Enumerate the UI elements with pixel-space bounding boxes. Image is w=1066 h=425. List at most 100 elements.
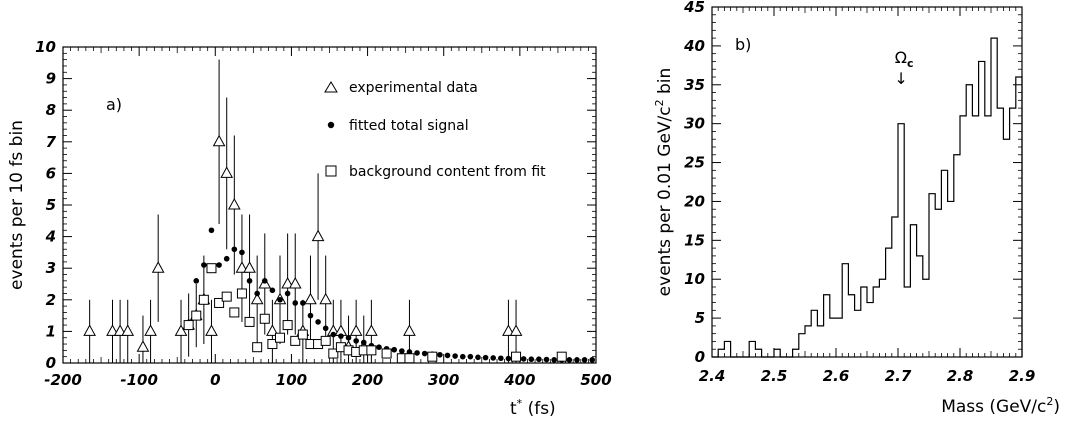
panel-a-ticks — [62, 46, 597, 364]
data-point-triangle — [349, 324, 363, 336]
y-tick-label: 5 — [46, 196, 56, 214]
data-point-dot — [536, 356, 542, 363]
data-point-square — [297, 329, 308, 340]
y-tick-label: 35 — [684, 76, 705, 94]
panel-a-x-axis-label: t* (fs) — [510, 397, 556, 419]
data-point-triangle — [106, 324, 119, 336]
omega-c-annotation: Ωc ↓ — [894, 48, 913, 88]
data-point-dot — [254, 290, 260, 297]
data-point-dot — [498, 355, 504, 362]
y-tick-label: 40 — [683, 37, 705, 55]
data-point-square — [214, 297, 225, 308]
panel-a-tick-labels: -200 -100 0 100 200 300 400 500 0 1 2 3 4 5 6 7 8 9 10 — [35, 38, 612, 389]
data-point-dot — [520, 356, 527, 362]
y-tick-label: 30 — [684, 115, 705, 133]
data-point-dot — [307, 312, 314, 319]
data-point-triangle — [365, 324, 378, 336]
data-point-dot — [201, 262, 207, 268]
data-point-dot — [391, 346, 398, 353]
data-point-triangle — [403, 324, 416, 336]
data-point-dot — [574, 357, 580, 363]
data-point-square — [282, 320, 293, 331]
panel-b-ticks — [711, 6, 1023, 358]
data-point-dot — [353, 338, 359, 344]
data-point-triangle — [227, 197, 241, 210]
data-point-triangle — [205, 324, 218, 336]
data-point-dot — [467, 353, 474, 360]
x-axis-label-sup: * — [517, 397, 523, 410]
data-point-dot — [261, 278, 268, 284]
data-point-square — [381, 348, 392, 359]
data-point-square — [221, 291, 232, 302]
data-point-dot — [269, 287, 276, 294]
x-tick-label: 400 — [503, 371, 535, 389]
y-tick-label: 1 — [46, 322, 56, 340]
data-point-dot — [490, 355, 497, 361]
data-point-square — [229, 307, 240, 318]
data-point-triangle — [136, 340, 150, 352]
x-tick-label: 200 — [352, 371, 383, 389]
y-axis-label-tail: bin — [655, 68, 675, 100]
data-point-dot — [322, 325, 329, 332]
data-point-square — [328, 348, 339, 359]
data-point-triangle — [304, 292, 317, 305]
data-point-square — [244, 316, 255, 327]
data-point-dot — [444, 352, 451, 359]
panel-b-y-axis-label: events per 0.01 GeV/c2 bin — [653, 68, 675, 297]
data-point-square — [511, 351, 522, 362]
x-tick-label: 100 — [276, 371, 307, 389]
data-point-triangle — [243, 261, 256, 273]
panel-b-tick-labels: 2.4 2.5 2.6 2.7 2.8 2.9 0 5 10 15 20 25 30 35 40 45 — [683, 0, 1035, 385]
data-point-dot — [566, 357, 573, 363]
data-point-dot — [338, 333, 344, 339]
data-point-dot — [315, 319, 321, 325]
panel-a-markers — [83, 134, 595, 364]
y-tick-label: 8 — [46, 101, 56, 119]
x-axis-label-sup-b: 2 — [1046, 395, 1053, 408]
data-point-triangle — [319, 292, 333, 305]
y-tick-label: 10 — [35, 38, 56, 56]
y-axis-label-sup: 2 — [653, 99, 666, 106]
data-point-triangle — [83, 324, 96, 336]
x-tick-label: -200 — [44, 371, 82, 389]
data-point-dot — [459, 353, 466, 360]
omega-c-label: Ωc — [895, 48, 914, 70]
data-point-dot — [292, 300, 299, 306]
panel-a-label: a) — [106, 95, 122, 114]
data-point-square — [267, 339, 278, 350]
legend-label-background: background content from fit — [349, 164, 546, 180]
y-tick-label: 0 — [46, 354, 56, 372]
data-point-square — [275, 332, 286, 343]
data-point-dot — [437, 351, 443, 358]
data-point-square — [183, 320, 194, 331]
data-point-triangle — [121, 324, 135, 336]
y-tick-label: 9 — [46, 70, 56, 88]
data-point-triangle — [144, 324, 157, 336]
panel-b-frame — [711, 6, 1023, 358]
data-point-triangle — [113, 324, 127, 336]
y-tick-label: 45 — [683, 0, 705, 16]
x-tick-label: 2.5 — [761, 367, 788, 385]
data-point-triangle — [212, 134, 226, 147]
data-point-square — [556, 351, 567, 362]
data-point-dot — [581, 357, 588, 363]
x-tick-label: -100 — [120, 371, 158, 389]
data-point-dot — [421, 350, 428, 357]
data-point-dot — [231, 246, 238, 253]
x-axis-label-main-b: Mass (GeV/c — [941, 397, 1046, 417]
data-point-dot — [284, 290, 291, 297]
data-point-square — [290, 335, 301, 346]
x-tick-label: 2.4 — [699, 367, 726, 385]
data-point-square — [427, 351, 438, 362]
y-tick-label: 5 — [695, 309, 705, 327]
data-point-triangle — [311, 229, 325, 242]
data-point-dot — [414, 350, 420, 356]
x-tick-label: 2.7 — [885, 367, 912, 385]
data-point-square — [206, 263, 217, 274]
y-tick-label: 15 — [684, 231, 705, 249]
data-point-dot — [239, 249, 245, 256]
y-tick-label: 10 — [684, 270, 705, 288]
data-point-dot — [246, 278, 253, 284]
data-point-square — [236, 288, 247, 299]
data-point-dot — [330, 331, 337, 338]
